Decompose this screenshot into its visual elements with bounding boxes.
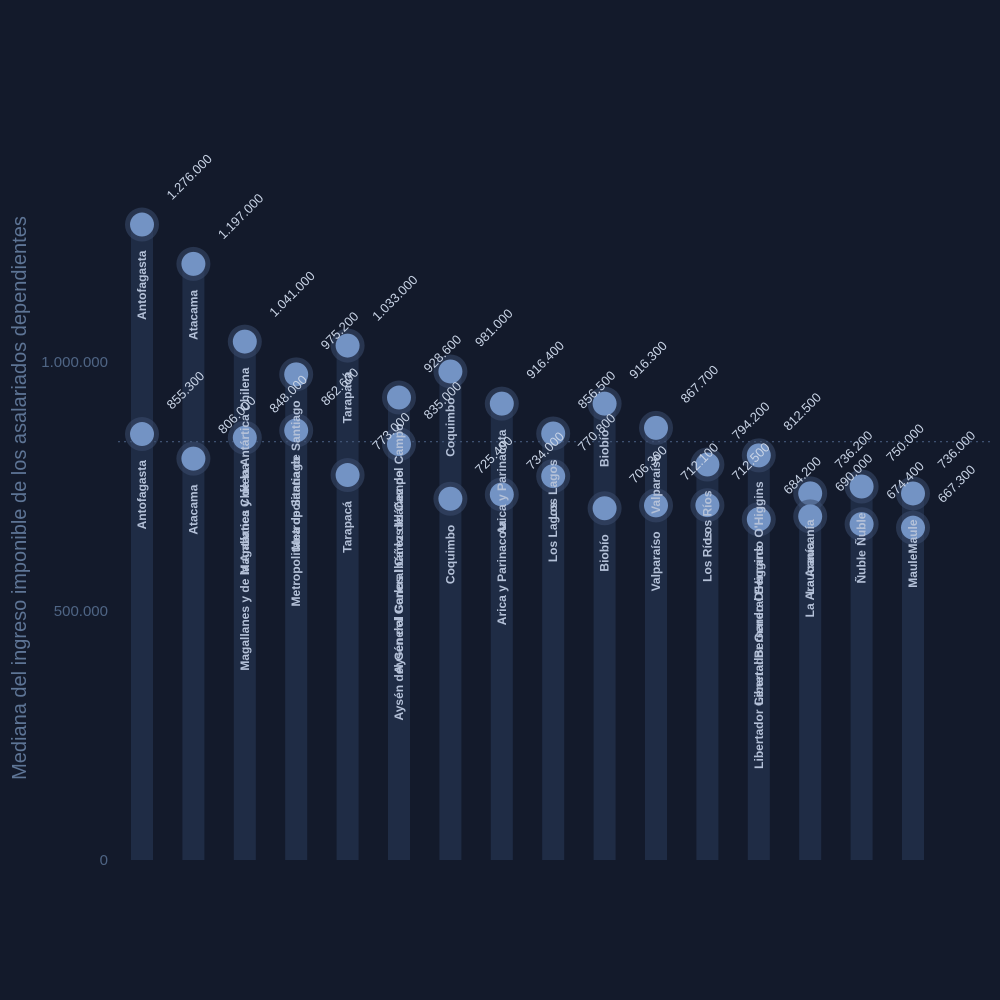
category-label: Valparaíso [649, 454, 663, 514]
data-point [901, 481, 925, 506]
category-label: Ñuble [854, 512, 869, 546]
category-label: Coquimbo [443, 525, 457, 584]
category-label: Valparaíso [649, 531, 663, 591]
category-label: Atacama [186, 290, 200, 340]
value-label: 916.400 [523, 338, 567, 382]
value-label: 736.000 [935, 428, 979, 472]
bar [490, 403, 513, 860]
data-point [232, 425, 257, 450]
data-point [592, 496, 617, 521]
category-label: Los Ríos [700, 490, 714, 541]
category-label: Biobío [598, 534, 612, 571]
data-point [798, 504, 823, 529]
data-point [130, 422, 154, 447]
bar [388, 397, 410, 860]
data-point [798, 481, 823, 506]
data-point [181, 251, 206, 276]
category-label: Biobío [598, 430, 612, 467]
category-label: Arica y Parinacota [495, 429, 509, 534]
category-label: Ñuble [854, 550, 869, 584]
data-point [541, 421, 566, 446]
data-point [695, 493, 720, 518]
category-label: La Araucanía [803, 542, 817, 617]
y-axis-label: Mediana del ingreso imponible de los asa… [9, 216, 31, 780]
bars-layer [131, 224, 924, 860]
y-axis: 0 500.000 1.000.000 [41, 354, 108, 869]
value-label: 812.500 [780, 390, 824, 434]
category-label: Libertador General Bernardo O'Higgins [752, 481, 766, 705]
bar [850, 486, 873, 860]
bar [131, 224, 153, 860]
y-tick-label: 0 [100, 852, 108, 869]
bar [542, 433, 565, 860]
category-label: Maule [906, 553, 920, 587]
data-point [849, 474, 874, 499]
value-label: 1.041.000 [266, 268, 318, 320]
bar [902, 493, 924, 860]
category-label: Tarapacá [341, 371, 355, 423]
bar [799, 493, 822, 860]
category-label: Los Lagos [546, 459, 560, 519]
value-label: 867.700 [678, 362, 722, 406]
y-tick-label: 500.000 [54, 603, 108, 620]
data-point [335, 463, 360, 488]
data-point [489, 482, 514, 507]
data-point [746, 443, 771, 468]
data-point [284, 362, 309, 387]
category-label: Maule [906, 519, 920, 553]
bar [747, 455, 770, 860]
category-label: Magallanes y de la Antártica Chilena [238, 367, 252, 574]
category-label: Los Ríos [700, 531, 714, 582]
category-label: Aysén del General Carlos Ibáñez del Camp… [392, 470, 406, 720]
data-point [181, 446, 206, 471]
data-point [644, 493, 668, 518]
data-point [387, 385, 411, 410]
category-label: Aysén del General Carlos Ibáñez del Camp… [392, 424, 406, 674]
category-label: Antofagasta [135, 460, 149, 530]
data-point [130, 212, 154, 237]
category-label: Antofagasta [135, 250, 149, 320]
category-label: Los Lagos [546, 502, 560, 562]
value-label: 794.200 [729, 399, 773, 443]
category-label: Arica y Parinacota [495, 520, 509, 625]
value-label: 916.300 [626, 338, 670, 382]
bar [182, 263, 205, 860]
data-point [695, 452, 720, 477]
data-point [387, 432, 411, 457]
bar [696, 464, 719, 860]
bar [233, 341, 256, 860]
bar [645, 427, 667, 860]
points-layer [125, 207, 930, 545]
category-label: Tarapacá [341, 501, 355, 553]
data-point [438, 486, 463, 511]
value-label: 981.000 [472, 306, 516, 350]
category-label: La Araucanía [803, 519, 817, 594]
data-point [232, 329, 257, 354]
category-label: Magallanes y de la Antártica Chilena [238, 463, 252, 670]
data-point [592, 391, 617, 416]
value-label: 1.033.000 [369, 272, 421, 324]
category-label: Libertador General Bernardo O'Higgins [752, 545, 766, 769]
value-label: 750.000 [883, 421, 927, 465]
category-label: Coquimbo [443, 397, 457, 456]
value-label: 1.276.000 [164, 151, 216, 203]
value-label: 1.197.000 [215, 191, 267, 243]
category-label: Atacama [186, 484, 200, 534]
bar [285, 374, 308, 860]
data-point [541, 464, 566, 489]
data-point [335, 333, 360, 358]
data-point [438, 359, 463, 384]
data-point [489, 391, 514, 416]
data-point [746, 507, 771, 532]
data-point [284, 418, 309, 443]
category-label: Metropolitana de Santiago [289, 400, 303, 550]
data-point [849, 512, 874, 537]
category-label: Metropolitana de Santiago [289, 456, 303, 606]
data-point [644, 415, 668, 440]
data-point [901, 515, 925, 540]
bar [593, 403, 616, 860]
y-tick-label: 1.000.000 [41, 354, 108, 371]
